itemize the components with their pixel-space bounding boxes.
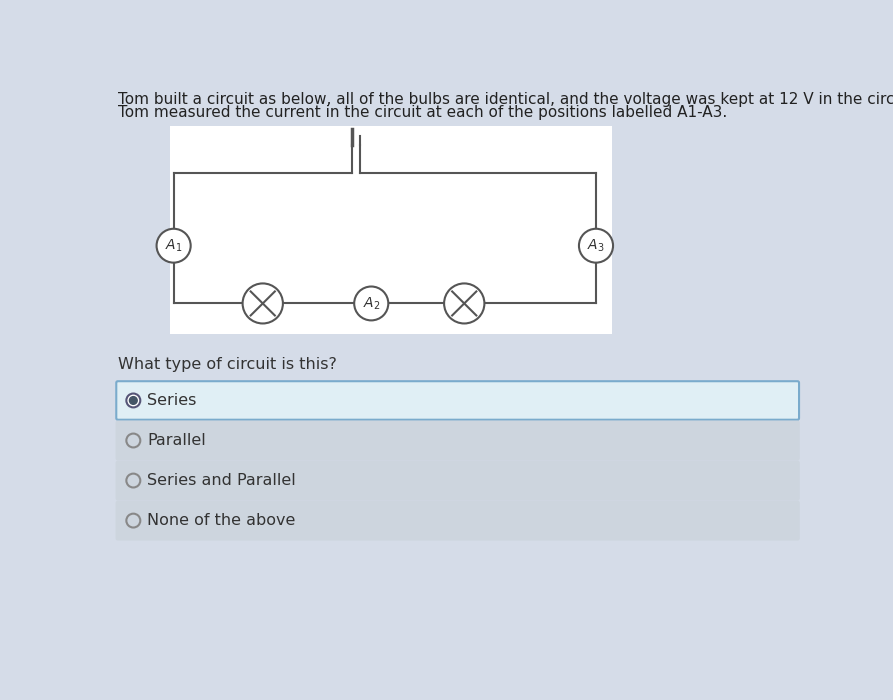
Bar (170, 126, 612, 335)
Circle shape (126, 393, 140, 407)
Circle shape (444, 284, 484, 323)
Circle shape (126, 474, 140, 487)
Circle shape (126, 514, 140, 528)
Text: Tom measured the current in the circuit at each of the positions labelled A1-A3.: Tom measured the current in the circuit … (118, 105, 727, 120)
Text: $A_1$: $A_1$ (165, 237, 182, 254)
Text: Series and Parallel: Series and Parallel (147, 473, 296, 488)
Circle shape (126, 433, 140, 447)
Circle shape (579, 229, 613, 262)
Text: None of the above: None of the above (147, 513, 296, 528)
Text: $A_3$: $A_3$ (588, 237, 605, 254)
FancyBboxPatch shape (116, 382, 799, 420)
Circle shape (156, 229, 191, 262)
Text: Tom built a circuit as below, all of the bulbs are identical, and the voltage wa: Tom built a circuit as below, all of the… (118, 92, 893, 106)
Text: $A_2$: $A_2$ (363, 295, 380, 312)
FancyBboxPatch shape (116, 461, 799, 500)
FancyBboxPatch shape (116, 501, 799, 540)
Circle shape (243, 284, 283, 323)
Text: What type of circuit is this?: What type of circuit is this? (118, 357, 337, 372)
Circle shape (355, 286, 388, 321)
FancyBboxPatch shape (116, 421, 799, 460)
Text: Parallel: Parallel (147, 433, 206, 448)
Circle shape (129, 397, 138, 405)
Text: Series: Series (147, 393, 196, 408)
